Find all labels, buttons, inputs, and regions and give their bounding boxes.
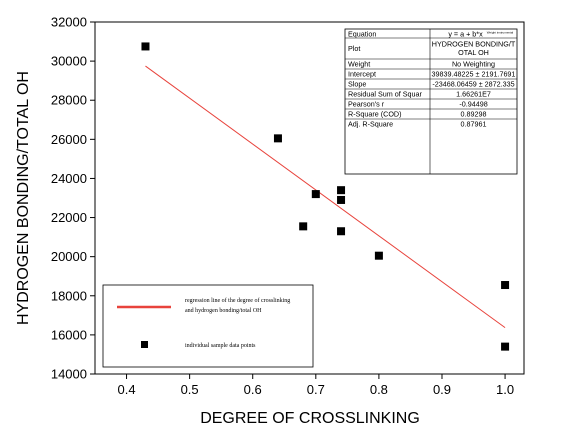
stats-table-border (344, 28, 518, 175)
legend: regression line of the degree of crossli… (102, 284, 314, 368)
stats-label: Adj. R-Square (348, 120, 393, 129)
stats-label: Weight (348, 60, 370, 69)
legend-points-label: individual sample data points (185, 343, 256, 349)
y-tick-label: 32000 (51, 15, 87, 30)
stats-value: -0.94498 (459, 100, 487, 109)
stats-label: Intercept (348, 70, 376, 79)
data-point (141, 42, 150, 51)
legend-point-swatch (141, 341, 148, 348)
legend-line-label-2: and hydrogen bonding/total OH (185, 308, 262, 314)
y-tick-label: 30000 (51, 54, 87, 69)
x-tick-label: 0.5 (181, 382, 199, 397)
y-tick-label: 26000 (51, 132, 87, 147)
stats-label: Pearson's r (348, 100, 385, 109)
stats-value: 0.87961 (461, 120, 487, 129)
stats-value: -23468.06459 ± 2872.335 (432, 80, 514, 89)
y-tick-label: 16000 (51, 327, 87, 342)
stats-value: No Weighting (452, 60, 495, 69)
stats-label: R-Square (COD) (348, 110, 402, 119)
data-point (337, 195, 346, 204)
plot-frame (94, 21, 525, 375)
stats-label: Residual Sum of Squar (348, 90, 423, 99)
stats-label: Slope (348, 80, 366, 89)
data-point (501, 342, 510, 351)
x-tick-label: 0.7 (307, 382, 325, 397)
data-point (299, 222, 308, 231)
x-axis-ticks: 0.4 0.5 0.6 0.7 0.8 0.9 1.0 (118, 374, 514, 397)
legend-box (102, 284, 314, 368)
y-tick-label: 28000 (51, 93, 87, 108)
x-tick-label: 0.9 (433, 382, 451, 397)
data-point (501, 281, 510, 290)
data-point (337, 186, 346, 195)
data-point (374, 251, 383, 260)
stats-note: Weight instrumental (487, 31, 514, 35)
y-axis-title: HYDROGEN BONDING/TOTAL OH (15, 71, 32, 325)
stats-value: y = a + b*x (448, 30, 483, 39)
stats-value: HYDROGEN BONDING/T (432, 40, 516, 49)
stats-value: 0.89298 (461, 110, 487, 119)
x-tick-label: 0.6 (244, 382, 262, 397)
x-tick-label: 0.4 (118, 382, 136, 397)
x-tick-label: 0.8 (370, 382, 388, 397)
statistics-table: Equation y = a + b*x Weight instrumental Pl… (344, 28, 518, 175)
x-axis-title: DEGREE OF CROSSLINKING (200, 410, 420, 427)
stats-value: 1.66261E7 (456, 90, 491, 99)
y-axis-ticks: 14000 16000 18000 20000 22000 24000 26000 28000… (51, 15, 95, 382)
stats-label: Plot (348, 44, 360, 53)
data-point (337, 227, 346, 236)
stats-value: OTAL OH (458, 48, 489, 57)
y-tick-label: 18000 (51, 288, 87, 303)
x-tick-label: 1.0 (496, 382, 514, 397)
data-point (273, 134, 282, 143)
stats-label: Equation (348, 30, 376, 39)
legend-line-label-1: regression line of the degree of crossli… (185, 297, 290, 304)
stats-value: 39839.48225 ± 2191.7691 (432, 70, 516, 79)
y-tick-label: 14000 (51, 367, 87, 382)
regression-line (145, 65, 506, 329)
y-tick-label: 22000 (51, 210, 87, 225)
data-points (141, 42, 510, 351)
data-point (311, 190, 320, 199)
y-tick-label: 20000 (51, 249, 87, 264)
y-tick-label: 24000 (51, 171, 87, 186)
